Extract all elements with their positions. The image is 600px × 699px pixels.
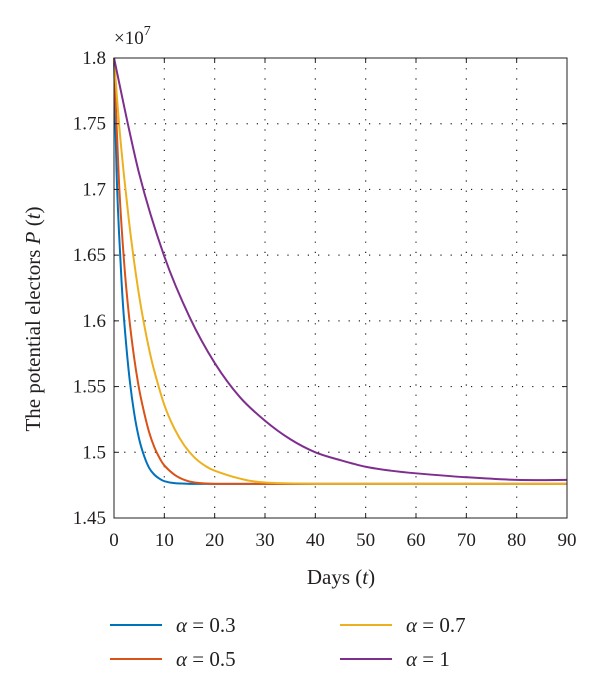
y-tick-label: 1.6	[82, 311, 106, 332]
legend-label: α = 0.3	[176, 612, 236, 637]
legend-swatch	[340, 658, 392, 660]
y-tick-label: 1.75	[73, 114, 106, 135]
legend-label: α = 1	[406, 646, 450, 671]
y-tick-label: 1.65	[73, 245, 106, 266]
series-line-4	[113, 57, 568, 482]
legend-swatch	[110, 658, 162, 660]
x-tick-label: 50	[356, 530, 375, 551]
plot-frame	[113, 57, 568, 519]
y-axis-label: The potential electors P (t)	[21, 206, 45, 431]
axis-ticks	[113, 57, 568, 519]
x-tick-label: 0	[109, 530, 119, 551]
x-tick-label: 60	[407, 530, 426, 551]
y-tick-label: 1.45	[73, 508, 106, 529]
tick-labels: 0 10 20 30 40 50 60 70 80 90 1.45 1.5 1.55 1.6 1.65 1.7…	[73, 48, 577, 551]
y-tick-label: 1.55	[73, 377, 106, 398]
x-axis-label: Days (t)	[307, 565, 375, 589]
legend-item-alpha-0-7: α = 0.7	[340, 612, 466, 638]
grid-lines	[114, 58, 567, 518]
x-tick-label: 80	[507, 530, 526, 551]
x-tick-label: 10	[155, 530, 174, 551]
x-tick-label: 90	[558, 530, 577, 551]
legend-label: α = 0.5	[176, 646, 236, 671]
legend-item-alpha-0-3: α = 0.3	[110, 612, 236, 638]
legend-swatch	[340, 624, 392, 626]
y-tick-label: 1.8	[82, 48, 106, 69]
legend-label: α = 0.7	[406, 612, 466, 637]
legend-item-alpha-0-5: α = 0.5	[110, 646, 236, 672]
series-lines	[113, 57, 568, 485]
x-tick-label: 40	[306, 530, 325, 551]
series-line-2	[113, 57, 567, 485]
series-line-3	[113, 57, 567, 485]
y-exponent-label: ×107	[114, 24, 151, 49]
legend-swatch	[110, 624, 162, 626]
y-tick-label: 1.5	[82, 442, 106, 463]
x-tick-label: 30	[256, 530, 275, 551]
series-line-1	[113, 57, 567, 485]
x-tick-label: 20	[205, 530, 224, 551]
x-tick-label: 70	[457, 530, 476, 551]
y-tick-label: 1.7	[82, 179, 106, 200]
legend-item-alpha-1: α = 1	[340, 646, 450, 672]
